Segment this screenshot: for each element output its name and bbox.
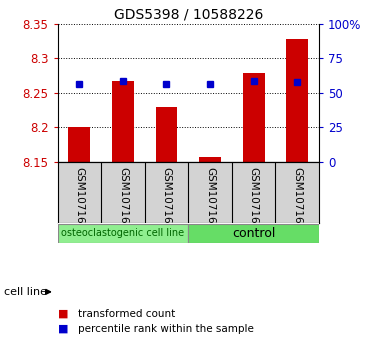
Bar — [68, 127, 90, 162]
Bar — [286, 39, 308, 162]
Text: percentile rank within the sample: percentile rank within the sample — [78, 323, 254, 334]
Text: ■: ■ — [58, 309, 68, 319]
Text: cell line: cell line — [4, 287, 47, 297]
Bar — [58, 224, 188, 243]
Text: GSM1071630: GSM1071630 — [249, 167, 259, 236]
Text: transformed count: transformed count — [78, 309, 175, 319]
Bar — [155, 106, 177, 162]
Bar — [112, 81, 134, 162]
Text: GSM1071629: GSM1071629 — [205, 167, 215, 237]
Text: control: control — [232, 227, 275, 240]
Bar — [199, 157, 221, 162]
Text: osteoclastogenic cell line: osteoclastogenic cell line — [61, 228, 184, 238]
Text: GSM1071626: GSM1071626 — [74, 167, 84, 237]
Text: GSM1071627: GSM1071627 — [118, 167, 128, 237]
Text: GSM1071628: GSM1071628 — [161, 167, 171, 237]
Title: GDS5398 / 10588226: GDS5398 / 10588226 — [114, 7, 263, 21]
Text: GSM1071631: GSM1071631 — [292, 167, 302, 237]
Text: ■: ■ — [58, 323, 68, 334]
Bar — [243, 73, 265, 162]
Bar — [188, 224, 319, 243]
